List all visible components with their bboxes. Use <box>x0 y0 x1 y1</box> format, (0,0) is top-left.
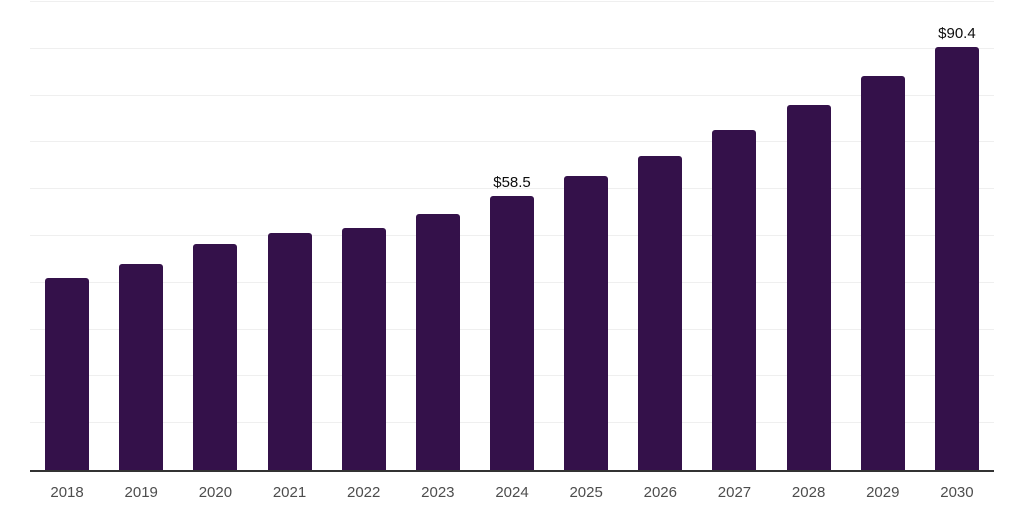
x-tick-label-2027: 2027 <box>717 484 752 501</box>
gridline <box>30 1 994 2</box>
x-tick-label-2018: 2018 <box>50 484 84 501</box>
gridline <box>30 47 994 49</box>
x-tick-label-2030: 2030 <box>940 484 974 501</box>
x-tick-label-2024: 2024 <box>495 484 529 501</box>
bar-2027 <box>712 130 757 470</box>
bar-2021 <box>267 233 312 470</box>
bar-value-label-2024: $58.5 <box>493 174 531 192</box>
gridline <box>30 94 994 96</box>
gridline <box>30 188 994 190</box>
bar-2029 <box>860 76 905 470</box>
x-axis-labels: 2018 2019 2020 2021 2022 2023 2024 2025 2026 2027… <box>30 484 994 504</box>
bar-2023 <box>415 214 460 470</box>
bar-2022 <box>341 227 386 470</box>
plot-area: $58.5 $90.4 <box>30 1 994 472</box>
bar-2025 <box>564 175 609 470</box>
bar-2020 <box>193 243 238 470</box>
bar-2019 <box>119 264 164 470</box>
x-tick-label-2020: 2020 <box>198 484 233 501</box>
gridline <box>30 141 994 143</box>
bar-2018 <box>45 277 90 470</box>
x-tick-label-2029: 2029 <box>866 484 900 501</box>
bar-2028 <box>786 104 831 470</box>
x-tick-label-2023: 2023 <box>421 484 455 501</box>
x-tick-label-2021: 2021 <box>272 484 307 501</box>
x-tick-label-2026: 2026 <box>643 484 677 501</box>
x-tick-label-2028: 2028 <box>791 484 826 501</box>
bar-2026 <box>638 155 683 470</box>
x-tick-label-2022: 2022 <box>347 484 381 501</box>
bar-2030 <box>934 46 979 470</box>
x-tick-label-2025: 2025 <box>569 484 603 501</box>
x-tick-label-2019: 2019 <box>124 484 158 501</box>
bar-2024 <box>490 196 534 470</box>
bar-value-label-2030: $90.4 <box>938 24 976 42</box>
